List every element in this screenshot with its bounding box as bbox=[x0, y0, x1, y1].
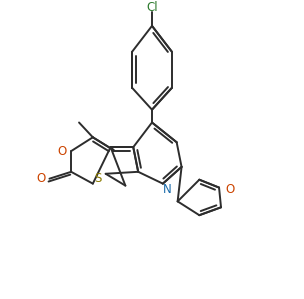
Text: O: O bbox=[58, 145, 67, 158]
Text: N: N bbox=[162, 183, 171, 196]
Text: O: O bbox=[36, 172, 45, 185]
Text: S: S bbox=[94, 172, 102, 185]
Text: Cl: Cl bbox=[146, 1, 158, 14]
Text: O: O bbox=[225, 183, 234, 196]
